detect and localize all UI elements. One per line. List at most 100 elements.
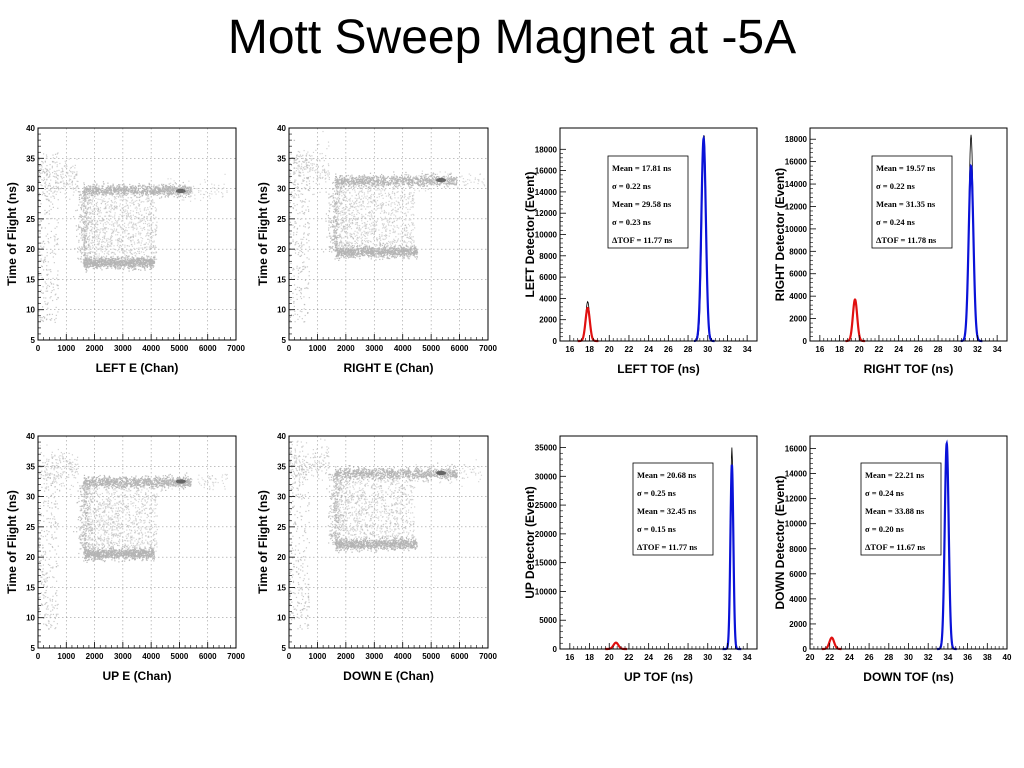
scatter-point	[187, 193, 189, 195]
scatter-point	[129, 205, 132, 207]
scatter-point	[397, 178, 399, 181]
scatter-point	[73, 191, 75, 193]
scatter-point	[130, 235, 132, 238]
scatter-point	[150, 242, 152, 244]
scatter-point	[74, 167, 76, 169]
scatter-point	[120, 196, 122, 198]
scatter-point	[91, 194, 93, 196]
scatter-point	[149, 245, 151, 247]
scatter-point	[41, 172, 43, 174]
scatter-point	[99, 263, 101, 266]
scatter-point	[126, 255, 128, 257]
scatter-point	[80, 214, 82, 216]
scatter-point	[60, 181, 62, 183]
scatter-point	[167, 193, 169, 196]
scatter-point	[356, 176, 358, 179]
scatter-point	[105, 203, 107, 205]
scatter-point	[51, 290, 53, 292]
scatter-point	[434, 173, 437, 176]
scatter-point	[52, 286, 54, 288]
scatter-point	[135, 262, 137, 265]
scatter-point	[154, 228, 156, 230]
scatter-point	[42, 179, 44, 182]
scatter-point	[147, 229, 149, 231]
scatter-point	[95, 208, 97, 210]
scatter-point	[387, 182, 390, 184]
scatter-point	[146, 218, 148, 220]
scatter-point	[395, 175, 397, 177]
scatter-point	[446, 185, 448, 187]
scatter-point	[134, 190, 136, 192]
scatter-point	[125, 205, 127, 207]
scatter-point	[59, 191, 62, 193]
scatter-point	[107, 185, 109, 187]
scatter-point	[40, 219, 42, 221]
scatter-point	[150, 233, 152, 236]
scatter-point	[130, 190, 132, 192]
scatter-point	[150, 217, 152, 219]
scatter-point	[106, 201, 108, 203]
scatter-point	[209, 192, 211, 195]
scatter-point	[113, 259, 116, 261]
scatter-point	[56, 156, 58, 158]
scatter-point	[93, 262, 95, 265]
scatter-point	[425, 176, 427, 178]
scatter-point	[395, 177, 397, 179]
scatter-point	[151, 258, 153, 260]
scatter-point	[74, 164, 76, 167]
scatter-point	[93, 187, 95, 189]
scatter-point	[125, 262, 128, 264]
scatter-point	[349, 175, 352, 177]
scatter-point	[150, 190, 152, 192]
scatter-point	[97, 207, 99, 209]
scatter-point	[147, 208, 149, 211]
scatter-point	[94, 191, 96, 193]
scatter-point	[159, 187, 161, 189]
scatter-point	[149, 187, 151, 189]
scatter-point	[141, 191, 143, 194]
scatter-point	[79, 194, 81, 197]
scatter-point	[138, 194, 141, 196]
scatter-point	[118, 190, 120, 192]
scatter-point	[351, 177, 353, 180]
scatter-point	[196, 187, 198, 190]
scatter-point	[100, 255, 103, 258]
scatter-point	[138, 240, 140, 243]
scatter-point	[145, 193, 147, 195]
scatter-point	[143, 188, 145, 190]
scatter-point	[86, 266, 88, 268]
scatter-point	[132, 264, 134, 266]
scatter-point	[104, 233, 106, 235]
scatter-point	[98, 260, 100, 262]
scatter-point	[71, 172, 74, 175]
scatter-point	[55, 193, 57, 196]
scatter-point	[119, 241, 122, 243]
scatter-point	[98, 234, 100, 236]
slide-title: Mott Sweep Magnet at -5A	[227, 11, 797, 64]
scatter-point	[384, 243, 386, 246]
scatter-point	[98, 258, 101, 260]
scatter-point	[88, 263, 90, 265]
scatter-point	[67, 173, 69, 175]
scatter-point	[366, 177, 369, 179]
scatter-point	[124, 244, 126, 246]
scatter-point	[150, 258, 152, 261]
scatter-point	[108, 187, 111, 190]
scatter-point	[92, 251, 94, 254]
scatter-point	[406, 174, 408, 176]
scatter-point	[127, 257, 129, 259]
scatter-point	[187, 192, 189, 194]
scatter-point	[44, 185, 46, 187]
scatter-point	[104, 229, 106, 231]
scatter-point	[105, 263, 107, 265]
scatter-point	[138, 241, 140, 244]
scatter-point	[172, 192, 175, 195]
scatter-point	[89, 256, 91, 258]
scatter-point	[376, 177, 378, 179]
scatter-point	[98, 242, 100, 245]
scatter-point	[128, 226, 130, 229]
scatter-point	[150, 263, 152, 265]
scatter-point	[126, 260, 128, 262]
scatter-point	[141, 263, 143, 265]
scatter-point	[121, 191, 123, 193]
